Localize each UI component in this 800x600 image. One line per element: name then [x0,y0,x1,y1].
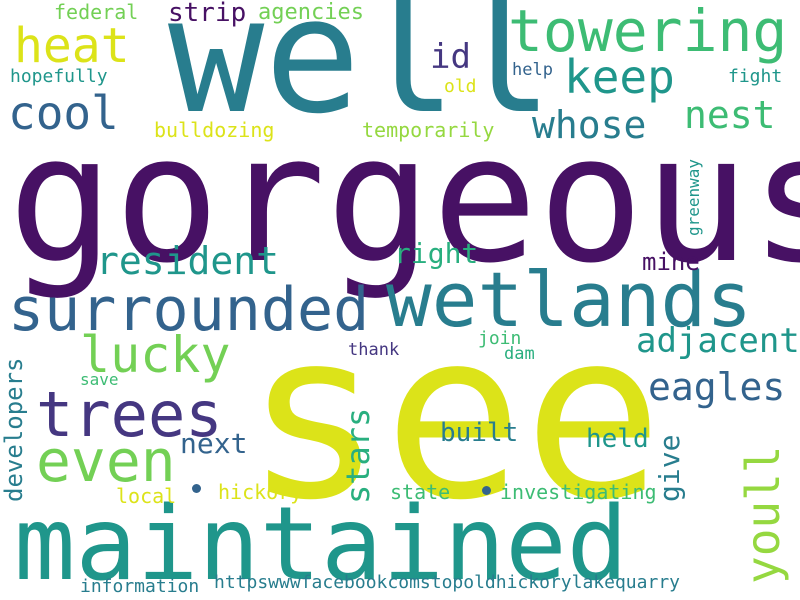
word-held: held [586,424,649,454]
word-fight: fight [728,66,783,87]
word-dam: dam [504,344,535,364]
word-lucky: lucky [80,326,231,384]
word-wetlands: wetlands [386,255,753,344]
word-built: built [440,418,519,448]
word-give: give [653,434,686,502]
word-state: state [390,480,451,504]
word-strip: strip [168,0,247,28]
word-hickory: hickory [218,480,303,504]
word-maintained: maintained [14,485,629,600]
word-stars: stars [339,407,377,504]
word-next: next [180,427,248,460]
word-youll: youll [736,445,790,584]
word-temporarily: temporarily [362,118,495,142]
word-url: httpswwwfacebookcomstopoldhickorylakequa… [214,572,680,593]
word-well: well [168,0,554,149]
word-agencies: agencies [258,0,364,25]
word-trees: trees [36,378,223,451]
word-gorgeous: gorgeous [8,97,800,302]
word-cool: cool [8,86,119,140]
word-local: local [116,484,177,508]
word-federal: federal [54,0,139,24]
word-join: join [478,328,522,349]
word-heat: heat [14,18,130,74]
word-whose: whose [532,103,647,147]
word-nest: nest [684,93,776,137]
word-mine: mine [642,248,700,276]
word-investigating: investigating [500,480,657,504]
word-greenway: greenway [684,158,703,236]
word-surrounded: surrounded [8,275,370,345]
word-eagles: eagles [648,365,786,409]
word-id: id [430,37,471,77]
dot-mark [192,484,201,493]
word-see: see [244,281,664,551]
word-save: save [80,370,119,389]
word-help: help [512,60,553,80]
word-adjacent: adjacent [636,321,800,361]
word-hopefully: hopefully [10,66,108,87]
word-information: information [80,576,200,597]
word-right: right [394,237,479,270]
word-bulldozing: bulldozing [154,118,275,142]
word-old: old [444,76,477,97]
word-even: even [36,427,176,495]
word-resident: resident [96,239,280,283]
dot-mark [482,486,491,495]
word-developers: developers [0,357,28,503]
word-keep: keep [564,50,675,104]
word-towering: towering [508,0,788,65]
word-thank: thank [348,340,400,360]
